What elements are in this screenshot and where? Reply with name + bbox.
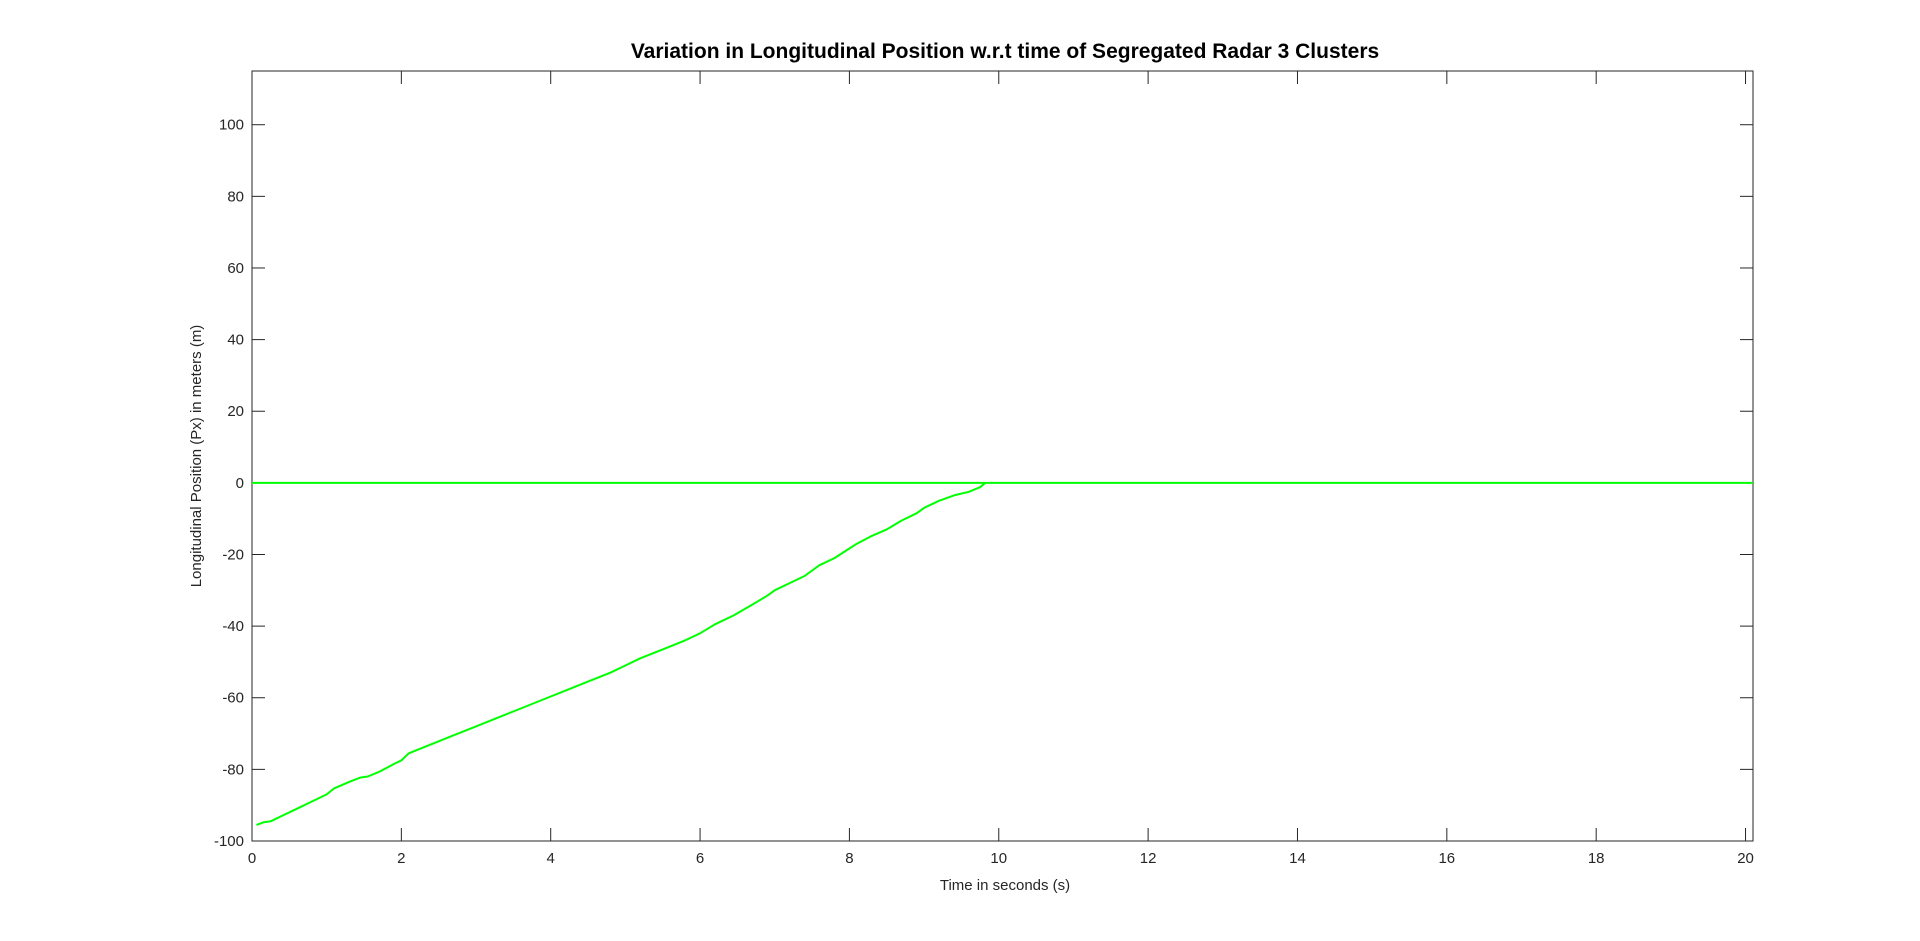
y-tick-label: -20 bbox=[222, 546, 244, 563]
x-tick-label: 10 bbox=[990, 850, 1007, 867]
x-tick-label: 12 bbox=[1140, 850, 1157, 867]
x-tick-label: 18 bbox=[1588, 850, 1605, 867]
series-lines bbox=[252, 481, 1753, 826]
y-tick-label: 20 bbox=[227, 403, 244, 420]
x-tick-label: 0 bbox=[248, 850, 256, 867]
y-tick-label: 100 bbox=[219, 117, 244, 134]
y-tick-label: -80 bbox=[222, 761, 244, 778]
x-axis-label: Time in seconds (s) bbox=[940, 877, 1070, 894]
axis-tick-labels: 0 2 4 6 8 10 12 14 16 18 20 -100 -80 -60 -40 -20 0 20 40 60… bbox=[214, 117, 1754, 867]
chart-title: Variation in Longitudinal Position w.r.t… bbox=[631, 40, 1379, 63]
x-tick-label: 14 bbox=[1289, 850, 1306, 867]
plot-area bbox=[251, 70, 1754, 842]
x-tick-label: 6 bbox=[696, 850, 704, 867]
y-tick-label: -100 bbox=[214, 833, 244, 850]
series-line-2 bbox=[256, 482, 986, 826]
y-tick-label: 80 bbox=[227, 188, 244, 205]
y-tick-label: 40 bbox=[227, 332, 244, 349]
y-tick-label: 0 bbox=[236, 475, 244, 492]
x-tick-label: 2 bbox=[397, 850, 405, 867]
x-tick-label: 20 bbox=[1737, 850, 1754, 867]
x-tick-label: 16 bbox=[1438, 850, 1455, 867]
x-tick-label: 8 bbox=[845, 850, 853, 867]
y-axis-label: Longitudinal Position (Px) in meters (m) bbox=[188, 325, 205, 588]
y-tick-label: -40 bbox=[222, 618, 244, 635]
y-tick-label: 60 bbox=[227, 260, 244, 277]
x-tick-label: 4 bbox=[547, 850, 555, 867]
y-tick-label: -60 bbox=[222, 690, 244, 707]
